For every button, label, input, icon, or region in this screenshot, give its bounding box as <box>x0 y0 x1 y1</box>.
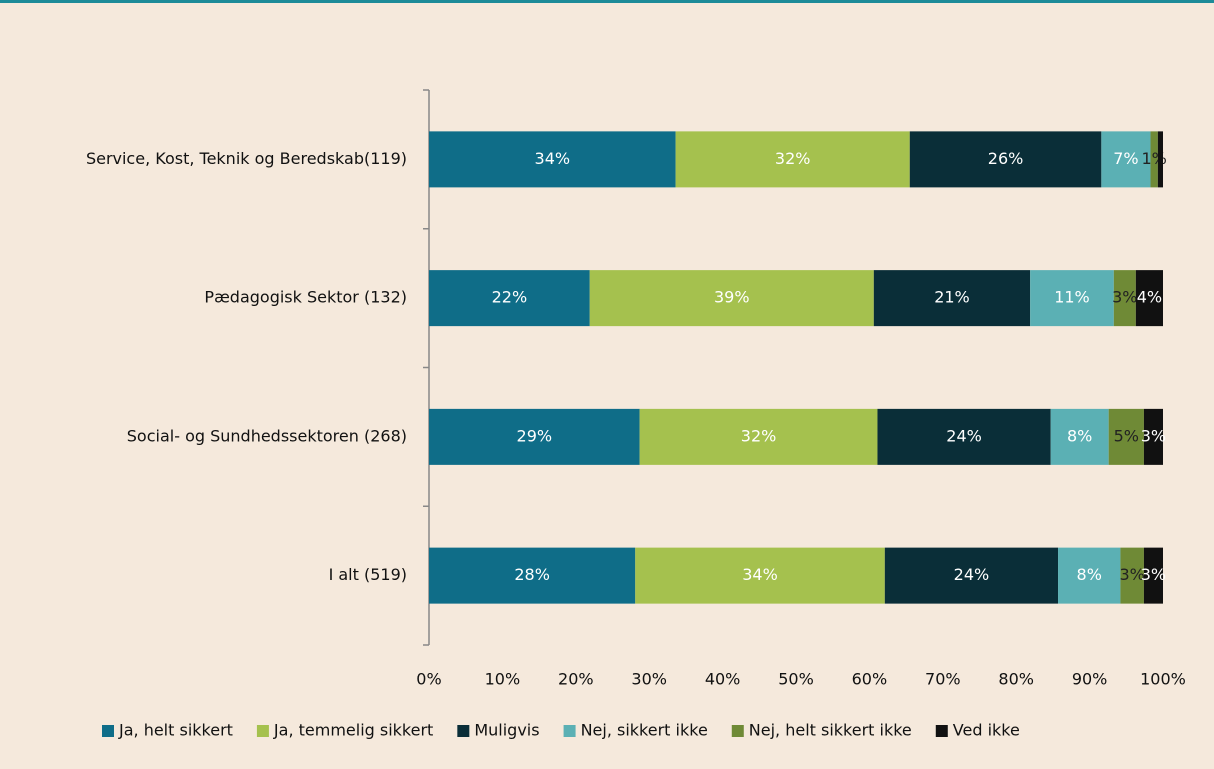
data-label: 3% <box>1141 565 1166 584</box>
legend-label: Ja, temmelig sikkert <box>273 721 433 740</box>
bar-segment <box>1157 131 1163 188</box>
data-label: 1% <box>1141 149 1166 168</box>
y-tick-label: I alt (519) <box>329 565 407 584</box>
x-tick-label: 20% <box>558 670 594 689</box>
data-label: 3% <box>1112 288 1137 307</box>
data-label: 24% <box>946 426 982 445</box>
bar-segment <box>1030 270 1114 327</box>
bar-segment <box>639 408 878 465</box>
x-tick-label: 90% <box>1072 670 1108 689</box>
bar-segment <box>1113 270 1136 327</box>
data-label: 8% <box>1077 565 1102 584</box>
bar-segment <box>1120 547 1144 604</box>
bar-segment <box>1143 408 1163 465</box>
data-label: 8% <box>1067 426 1092 445</box>
x-tick-label: 0% <box>416 670 441 689</box>
data-label: 21% <box>934 288 970 307</box>
legend-swatch <box>102 725 114 737</box>
x-tick-label: 70% <box>925 670 961 689</box>
x-tick-label: 10% <box>485 670 521 689</box>
bar-segment <box>1101 131 1151 188</box>
bar-segment <box>1150 131 1158 188</box>
data-label: 29% <box>517 426 553 445</box>
bar-segment <box>429 547 636 604</box>
bar-segment <box>1050 408 1109 465</box>
data-label: 4% <box>1137 288 1162 307</box>
bar-segment <box>873 270 1031 327</box>
bar-segment <box>429 408 640 465</box>
legend-swatch <box>256 725 269 737</box>
y-tick-label: Pædagogisk Sektor (132) <box>204 288 407 307</box>
legend-swatch <box>731 725 744 737</box>
legend-swatch <box>457 725 470 737</box>
bar-segment <box>909 131 1102 188</box>
data-label: 32% <box>741 426 777 445</box>
legend-label: Ved ikke <box>953 721 1020 740</box>
data-label: 11% <box>1054 288 1090 307</box>
y-tick-label: Service, Kost, Teknik og Beredskab(119) <box>86 149 407 168</box>
x-tick-label: 40% <box>705 670 741 689</box>
data-label: 5% <box>1114 426 1139 445</box>
x-tick-label: 30% <box>631 670 667 689</box>
data-label: 39% <box>714 288 750 307</box>
bar-segment <box>884 547 1059 604</box>
bar-segment <box>1108 408 1144 465</box>
top-rule <box>0 0 1214 3</box>
x-tick-label: 60% <box>852 670 888 689</box>
legend-swatch <box>563 725 576 737</box>
legend-label: Ja, helt sikkert <box>118 721 233 740</box>
bar-segment <box>635 547 885 604</box>
bar-segment <box>429 270 590 327</box>
data-label: 7% <box>1113 149 1138 168</box>
data-label: 22% <box>492 288 528 307</box>
data-label: 26% <box>988 149 1024 168</box>
x-tick-label: 50% <box>778 670 814 689</box>
bar-segment <box>1135 270 1163 327</box>
bar-segment <box>675 131 910 188</box>
x-tick-label: 100% <box>1140 670 1186 689</box>
bar-segment <box>1058 547 1121 604</box>
data-label: 28% <box>514 565 550 584</box>
data-label: 24% <box>954 565 990 584</box>
bar-segment <box>589 270 874 327</box>
bar-segment <box>877 408 1051 465</box>
legend-label: Muligvis <box>474 721 539 740</box>
data-label: 34% <box>535 149 571 168</box>
data-label: 3% <box>1119 565 1144 584</box>
x-tick-label: 80% <box>998 670 1034 689</box>
data-label: 34% <box>742 565 778 584</box>
legend-label: Nej, helt sikkert ikke <box>749 721 912 740</box>
bar-segment <box>429 131 676 188</box>
bar-segment <box>1143 547 1163 604</box>
y-tick-label: Social- og Sundhedssektoren (268) <box>127 426 407 445</box>
legend-swatch <box>935 725 948 737</box>
data-label: 3% <box>1141 426 1166 445</box>
data-label: 32% <box>775 149 811 168</box>
legend-label: Nej, sikkert ikke <box>581 721 708 740</box>
